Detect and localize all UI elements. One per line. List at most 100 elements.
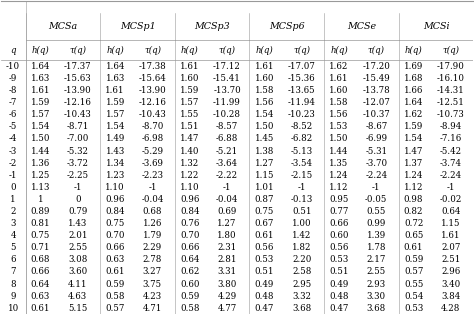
Text: 0.79: 0.79 bbox=[68, 207, 88, 216]
Text: -6.98: -6.98 bbox=[141, 135, 164, 143]
Text: 0.72: 0.72 bbox=[404, 219, 423, 228]
Text: -3.54: -3.54 bbox=[291, 158, 313, 168]
Text: 7: 7 bbox=[10, 267, 16, 277]
Text: 1.64: 1.64 bbox=[105, 62, 125, 71]
Text: -9: -9 bbox=[9, 74, 18, 83]
Text: 1.43: 1.43 bbox=[106, 146, 125, 156]
Text: -8.94: -8.94 bbox=[440, 122, 462, 131]
Text: 1.35: 1.35 bbox=[329, 158, 348, 168]
Text: h(q): h(q) bbox=[106, 46, 124, 54]
Text: 1.57: 1.57 bbox=[105, 110, 125, 119]
Text: 2.17: 2.17 bbox=[366, 255, 386, 264]
Text: -17.90: -17.90 bbox=[437, 62, 465, 71]
Text: 3.27: 3.27 bbox=[143, 267, 162, 277]
Text: -12.16: -12.16 bbox=[138, 98, 166, 107]
Text: -0.13: -0.13 bbox=[291, 195, 313, 204]
Text: -8.67: -8.67 bbox=[365, 122, 387, 131]
Text: -1: -1 bbox=[223, 183, 231, 192]
Text: -12.16: -12.16 bbox=[64, 98, 92, 107]
Text: 1.50: 1.50 bbox=[31, 135, 50, 143]
Text: h(q): h(q) bbox=[330, 46, 348, 54]
Text: 2.29: 2.29 bbox=[143, 243, 162, 252]
Text: -10.43: -10.43 bbox=[64, 110, 91, 119]
Text: 2.81: 2.81 bbox=[217, 255, 237, 264]
Text: -2.23: -2.23 bbox=[141, 171, 164, 180]
Text: 0.51: 0.51 bbox=[255, 267, 274, 277]
Text: 1.34: 1.34 bbox=[106, 158, 125, 168]
Text: 0.68: 0.68 bbox=[143, 207, 162, 216]
Text: 3.08: 3.08 bbox=[68, 255, 88, 264]
Text: 0.82: 0.82 bbox=[404, 207, 423, 216]
Text: 1.43: 1.43 bbox=[68, 219, 87, 228]
Text: -6.88: -6.88 bbox=[216, 135, 238, 143]
Text: -8: -8 bbox=[9, 86, 18, 95]
Text: 1.39: 1.39 bbox=[367, 231, 386, 240]
Text: -15.64: -15.64 bbox=[138, 74, 166, 83]
Text: 0.60: 0.60 bbox=[180, 280, 200, 289]
Text: -7.16: -7.16 bbox=[440, 135, 462, 143]
Text: MCSa: MCSa bbox=[48, 22, 77, 31]
Text: 1.47: 1.47 bbox=[180, 135, 200, 143]
Text: 1.36: 1.36 bbox=[31, 158, 50, 168]
Text: 1.58: 1.58 bbox=[329, 98, 349, 107]
Text: -7.00: -7.00 bbox=[67, 135, 89, 143]
Text: 1.26: 1.26 bbox=[143, 219, 162, 228]
Text: -3.74: -3.74 bbox=[440, 158, 462, 168]
Text: -5.31: -5.31 bbox=[365, 146, 387, 156]
Text: -0.02: -0.02 bbox=[440, 195, 462, 204]
Text: 2.20: 2.20 bbox=[292, 255, 311, 264]
Text: 1.59: 1.59 bbox=[105, 98, 125, 107]
Text: 1.61: 1.61 bbox=[180, 62, 200, 71]
Text: 1.27: 1.27 bbox=[255, 158, 274, 168]
Text: 1.78: 1.78 bbox=[366, 243, 386, 252]
Text: -10.37: -10.37 bbox=[363, 110, 390, 119]
Text: 0.66: 0.66 bbox=[329, 219, 349, 228]
Text: 1.40: 1.40 bbox=[180, 146, 200, 156]
Text: 4: 4 bbox=[10, 231, 16, 240]
Text: -17.12: -17.12 bbox=[213, 62, 241, 71]
Text: -1: -1 bbox=[447, 183, 455, 192]
Text: -17.37: -17.37 bbox=[64, 62, 91, 71]
Text: 0.53: 0.53 bbox=[404, 304, 423, 313]
Text: 2.55: 2.55 bbox=[68, 243, 87, 252]
Text: -13.70: -13.70 bbox=[213, 86, 241, 95]
Text: 1.63: 1.63 bbox=[31, 74, 50, 83]
Text: 0.47: 0.47 bbox=[329, 304, 349, 313]
Text: 3.80: 3.80 bbox=[218, 280, 237, 289]
Text: τ(q): τ(q) bbox=[442, 46, 459, 54]
Text: 8: 8 bbox=[10, 280, 16, 289]
Text: 2.58: 2.58 bbox=[292, 267, 311, 277]
Text: 1.66: 1.66 bbox=[404, 86, 423, 95]
Text: 1.59: 1.59 bbox=[180, 86, 200, 95]
Text: -2: -2 bbox=[9, 158, 18, 168]
Text: -17.07: -17.07 bbox=[288, 62, 316, 71]
Text: h(q): h(q) bbox=[255, 46, 273, 54]
Text: 10: 10 bbox=[8, 304, 19, 313]
Text: 1.44: 1.44 bbox=[329, 146, 349, 156]
Text: 1.60: 1.60 bbox=[180, 74, 200, 83]
Text: 1.32: 1.32 bbox=[180, 158, 200, 168]
Text: 4.71: 4.71 bbox=[143, 304, 162, 313]
Text: 0.96: 0.96 bbox=[105, 195, 125, 204]
Text: 1.27: 1.27 bbox=[218, 219, 237, 228]
Text: 0.58: 0.58 bbox=[180, 304, 200, 313]
Text: 3.60: 3.60 bbox=[68, 267, 87, 277]
Text: 1.60: 1.60 bbox=[329, 86, 349, 95]
Text: MCSp3: MCSp3 bbox=[194, 22, 230, 31]
Text: 1.15: 1.15 bbox=[255, 171, 274, 180]
Text: -6.99: -6.99 bbox=[365, 135, 387, 143]
Text: 3.31: 3.31 bbox=[218, 267, 237, 277]
Text: 0.87: 0.87 bbox=[255, 195, 274, 204]
Text: 0.84: 0.84 bbox=[180, 207, 200, 216]
Text: 0.67: 0.67 bbox=[255, 219, 274, 228]
Text: 1.57: 1.57 bbox=[31, 110, 50, 119]
Text: 1.12: 1.12 bbox=[404, 183, 423, 192]
Text: 0.59: 0.59 bbox=[404, 255, 423, 264]
Text: -13.90: -13.90 bbox=[64, 86, 91, 95]
Text: -17.38: -17.38 bbox=[138, 62, 166, 71]
Text: -2.22: -2.22 bbox=[216, 171, 238, 180]
Text: 1.60: 1.60 bbox=[255, 74, 274, 83]
Text: 1.69: 1.69 bbox=[404, 62, 423, 71]
Text: 0.66: 0.66 bbox=[31, 267, 50, 277]
Text: 0.66: 0.66 bbox=[105, 243, 125, 252]
